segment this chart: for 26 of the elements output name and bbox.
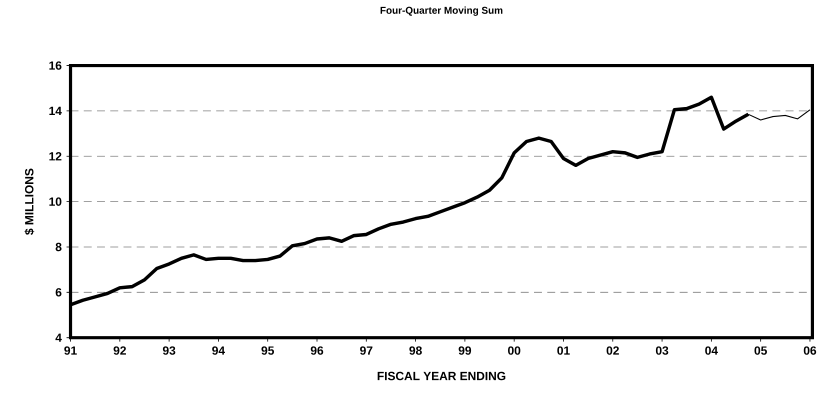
x-tick-label: 91 [64,346,77,355]
x-tick-label: 04 [705,346,718,355]
x-tick-label: 97 [360,346,372,355]
x-tick-label: 96 [310,346,324,355]
x-tick-label: 99 [458,346,472,355]
y-tick-label: 6 [56,288,62,296]
x-tick-label: 01 [557,346,570,355]
y-tick-label: 16 [49,61,62,70]
x-tick-label: 92 [114,346,126,355]
y-tick-label: 14 [49,106,62,115]
x-tick-label: 05 [754,346,767,355]
x-tick-label: 93 [162,346,176,355]
y-tick-label: 10 [49,197,62,206]
y-tick-label: 12 [49,152,62,160]
x-tick-label: 00 [508,346,520,355]
x-tick-label: 94 [212,346,225,355]
chart-title: Four-Quarter Moving Sum [380,6,502,16]
x-tick-label: 02 [606,346,619,355]
x-tick-label: 98 [409,346,422,355]
x-axis-title: FISCAL YEAR ENDING [378,372,506,380]
x-tick-label: 03 [656,346,668,355]
x-tick-label: 06 [804,346,816,355]
y-axis-title: $ MILLIONS [24,168,34,235]
y-tick-label: 4 [55,333,62,342]
y-tick-label: 8 [56,242,62,252]
x-tick-label: 95 [261,346,274,355]
